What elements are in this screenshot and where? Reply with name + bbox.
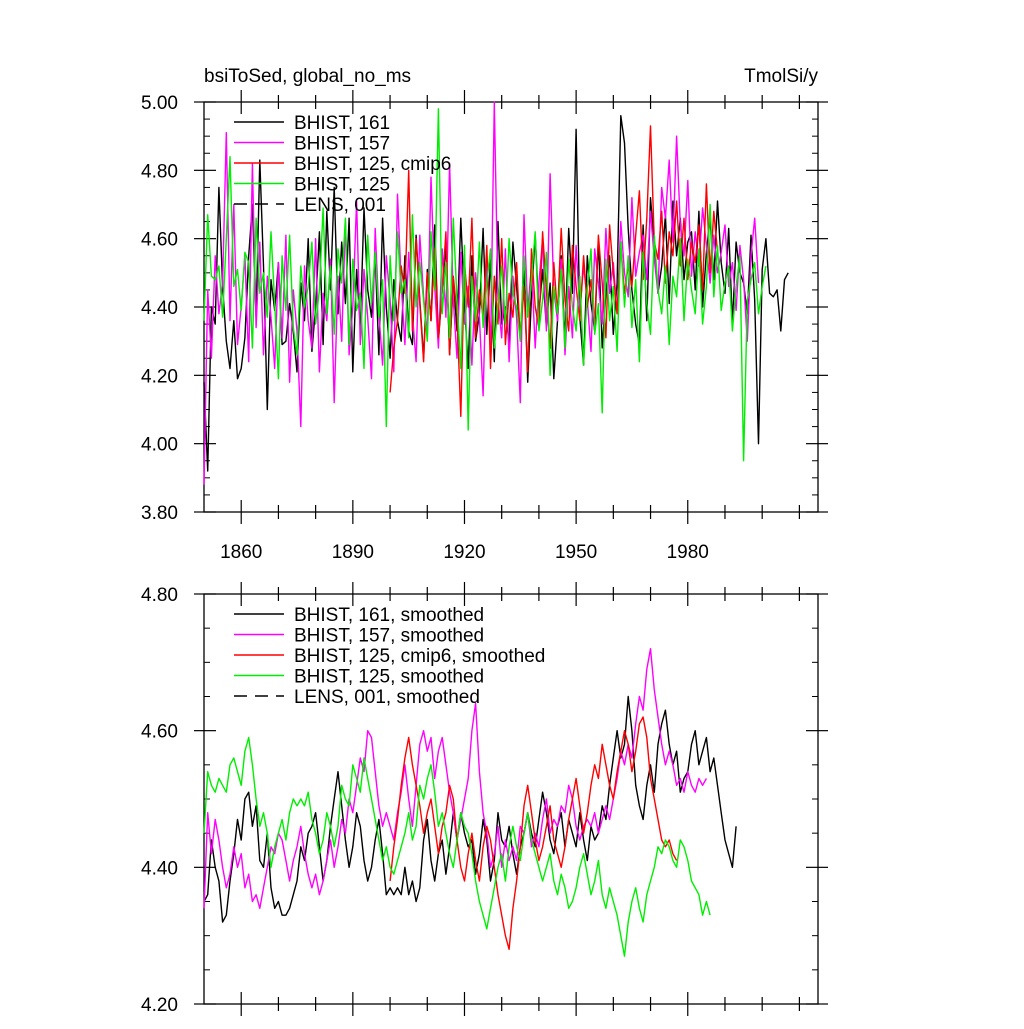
y-tick-label: 5.00: [141, 93, 178, 114]
y-tick-label: 4.60: [141, 230, 178, 251]
bottom-axes: 4.20 4.40 4.60 4.80: [141, 582, 828, 1016]
legend-label-2: BHIST, 125, cmip6: [294, 154, 451, 175]
legend-label-2: BHIST, 125, cmip6, smoothed: [294, 646, 545, 667]
x-tick-label: 1980: [667, 542, 709, 563]
bottom-chart: 4.204.404.604.80 BHIST, 161, smoothedBHI…: [141, 582, 828, 1016]
x-tick-label: 1920: [443, 542, 485, 563]
legend-label-1: BHIST, 157: [294, 134, 390, 155]
top-series-group: [203, 101, 789, 485]
legend-label-3: BHIST, 125, smoothed: [294, 667, 484, 688]
series-line-2: [389, 125, 719, 417]
top-axes: 3.80 4.00 4.20 4.40 4.60 4.80 5.00 1860 1890 1920…: [141, 90, 828, 563]
y-tick-label: 4.80: [141, 161, 178, 182]
y-tick-label: 4.20: [141, 366, 178, 387]
series-line-1: [203, 101, 760, 485]
series-line-3: [203, 736, 711, 957]
legend-label-4: LENS, 001, smoothed: [294, 687, 480, 708]
x-tick-label: 1860: [220, 542, 262, 563]
y-tick-label: 4.60: [141, 722, 178, 743]
legend-label-3: BHIST, 125: [294, 175, 390, 196]
top-chart-title-left: bsiToSed, global_no_ms: [204, 66, 411, 87]
series-line-2: [389, 716, 678, 950]
legend-label-4: LENS, 001: [294, 195, 386, 216]
y-tick-label: 4.00: [141, 435, 178, 456]
top-chart: bsiToSed, global_no_ms TmolSi/y 3.80 4.00…: [141, 66, 828, 563]
legend-label-0: BHIST, 161: [294, 113, 390, 134]
top-chart-title-right: TmolSi/y: [744, 66, 818, 87]
series-line-3: [203, 108, 767, 462]
y-tick-label: 3.80: [141, 503, 178, 524]
bottom-series-group: [203, 648, 737, 957]
legend-label-0: BHIST, 161, smoothed: [294, 605, 484, 626]
y-tick-label: 4.40: [141, 298, 178, 319]
legend-label-1: BHIST, 157, smoothed: [294, 626, 484, 647]
y-tick-label: 4.20: [141, 995, 178, 1016]
y-tick-label: 4.40: [141, 858, 178, 879]
x-tick-label: 1890: [332, 542, 374, 563]
y-tick-label: 4.80: [141, 585, 178, 606]
x-tick-label: 1950: [555, 542, 597, 563]
